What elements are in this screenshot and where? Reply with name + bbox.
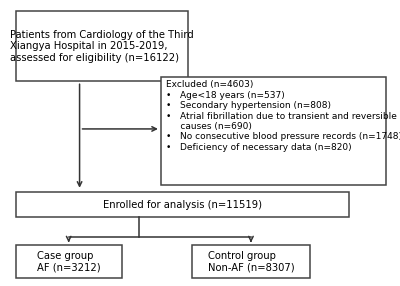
FancyBboxPatch shape [16,245,122,277]
Text: Enrolled for analysis (n=11519): Enrolled for analysis (n=11519) [103,200,262,210]
FancyBboxPatch shape [16,192,349,217]
FancyBboxPatch shape [161,77,386,185]
Text: Excluded (n=4603)
•   Age<18 years (n=537)
•   Secondary hypertension (n=808)
• : Excluded (n=4603) • Age<18 years (n=537)… [166,80,400,152]
FancyBboxPatch shape [192,245,310,277]
Text: Control group
Non-AF (n=8307): Control group Non-AF (n=8307) [208,251,294,272]
Text: Patients from Cardiology of the Third
Xiangya Hospital in 2015-2019,
assessed fo: Patients from Cardiology of the Third Xi… [10,30,194,63]
FancyBboxPatch shape [16,11,188,81]
Text: Case group
AF (n=3212): Case group AF (n=3212) [37,251,100,272]
